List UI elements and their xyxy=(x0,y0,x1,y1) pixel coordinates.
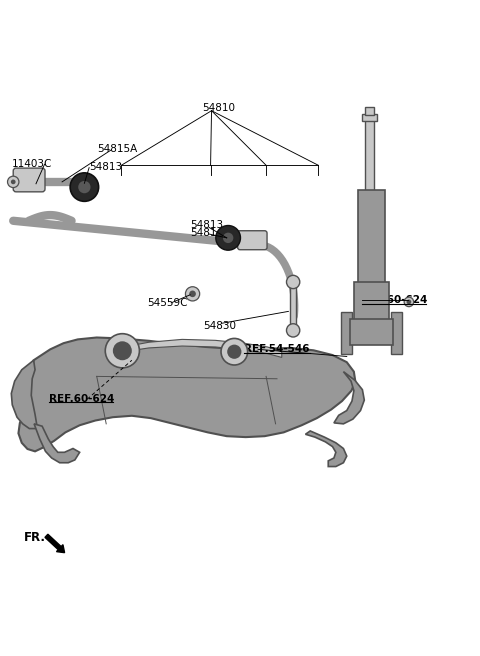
Circle shape xyxy=(105,334,139,368)
Circle shape xyxy=(70,173,98,201)
Circle shape xyxy=(78,181,91,194)
Circle shape xyxy=(227,344,241,359)
Bar xyxy=(362,113,377,121)
Circle shape xyxy=(189,291,196,297)
FancyArrow shape xyxy=(45,534,65,552)
Circle shape xyxy=(216,226,240,250)
FancyBboxPatch shape xyxy=(238,231,267,250)
Text: 11403C: 11403C xyxy=(12,159,52,169)
Polygon shape xyxy=(334,372,364,424)
Bar xyxy=(365,107,374,115)
Polygon shape xyxy=(18,337,355,451)
Polygon shape xyxy=(12,360,37,428)
Bar xyxy=(358,190,385,288)
Circle shape xyxy=(407,300,411,304)
Circle shape xyxy=(221,338,248,365)
Circle shape xyxy=(113,341,132,360)
Bar xyxy=(341,312,352,354)
Text: REF.60-624: REF.60-624 xyxy=(49,394,115,404)
Text: 54559C: 54559C xyxy=(147,298,188,308)
FancyBboxPatch shape xyxy=(13,168,45,192)
Text: 54813: 54813 xyxy=(190,220,223,230)
Text: 54815A: 54815A xyxy=(96,144,137,154)
Text: 54814C: 54814C xyxy=(190,228,231,238)
Circle shape xyxy=(287,323,300,337)
Text: 54813: 54813 xyxy=(89,161,122,172)
Bar xyxy=(391,312,402,354)
Text: FR.: FR. xyxy=(24,531,46,544)
Text: REF.54-546: REF.54-546 xyxy=(244,344,309,354)
Circle shape xyxy=(404,297,414,306)
Text: REF.60-624: REF.60-624 xyxy=(362,295,428,306)
Polygon shape xyxy=(124,339,282,358)
Bar xyxy=(350,319,393,344)
Polygon shape xyxy=(34,424,80,462)
Bar xyxy=(365,119,374,194)
Text: 54810: 54810 xyxy=(202,104,235,113)
Text: 54830: 54830 xyxy=(203,321,236,331)
Circle shape xyxy=(8,176,19,188)
Bar xyxy=(290,282,297,332)
Circle shape xyxy=(287,276,300,289)
Polygon shape xyxy=(305,431,347,466)
Bar xyxy=(354,283,389,324)
Circle shape xyxy=(223,233,233,243)
Circle shape xyxy=(11,180,15,184)
Circle shape xyxy=(185,287,200,301)
